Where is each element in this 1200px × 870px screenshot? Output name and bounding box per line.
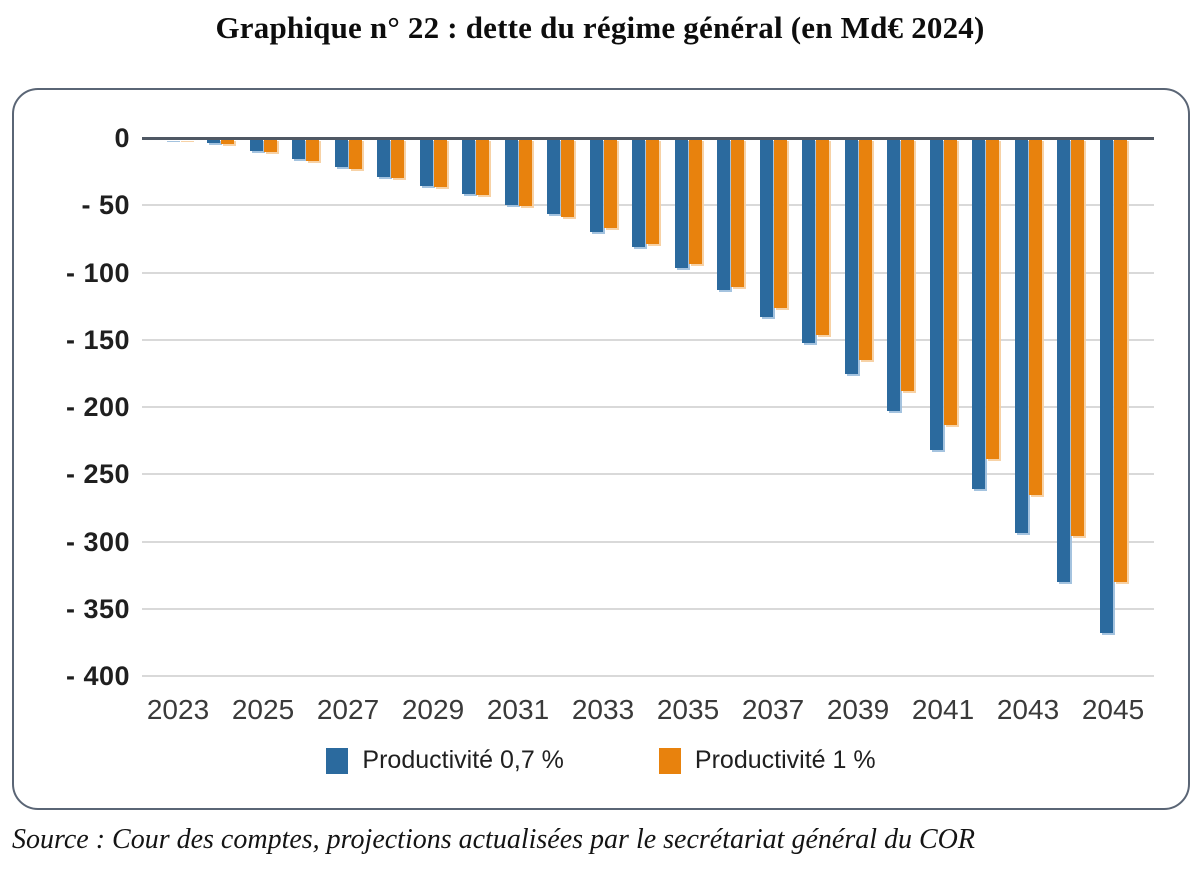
bar-productivite-1-2029 [433,139,447,188]
bar-productivite-1-2027 [348,139,362,169]
bar-productivite-1-2037 [773,139,787,309]
gridline [142,540,1154,543]
x-axis-tick-label: 2045 [1081,694,1145,725]
bar-productivite-0-7-2040 [887,139,900,411]
bar-productivite-0-7-2034 [632,139,645,247]
x-axis-tick-label: 2031 [486,694,550,725]
legend-label-productivite-1: Productivité 1 % [694,746,876,774]
page-title: Graphique n° 22 : dette du régime généra… [215,10,985,45]
x-axis-tick-label: 2041 [911,694,975,725]
bar-productivite-0-7-2023 [164,139,178,141]
x-axis-tick-label: 2043 [996,694,1060,725]
gridline [142,473,1154,476]
bar-productivite-1-2038 [816,139,829,336]
bar-productivite-1-2024 [221,139,234,145]
bar-productivite-1-2045 [1113,139,1127,582]
x-axis-tick-label: 2039 [826,694,890,725]
bar-productivite-0-7-2036 [717,139,730,290]
gridline [142,338,1154,341]
bar-productivite-0-7-2024 [207,139,220,144]
bar-productivite-0-7-2037 [759,139,773,317]
bar-productivite-0-7-2028 [377,139,390,177]
bar-productivite-1-2030 [476,139,489,196]
bar-productivite-1-2040 [901,139,914,391]
legend-swatch-productivite-0-7-icon [326,747,349,774]
bar-productivite-1-2034 [646,139,659,244]
bar-productivite-0-7-2043 [1014,139,1028,534]
chart-legend: Productivité 0,7 % Productivité 1 % [14,746,1188,775]
source-caption: Source : Cour des comptes, projections a… [12,824,975,855]
bar-productivite-0-7-2041 [929,139,943,450]
zero-axis-line [142,136,1154,140]
x-axis-tick-label: 2035 [656,694,720,725]
y-axis: 0 - 50 - 100 - 150 - 200 - 250 - 300 - 350 - 400 [14,90,130,808]
x-axis-tick-label: 2037 [741,694,805,725]
x-axis-tick-label: 2023 [146,694,210,725]
x-axis-tick-label: 2027 [316,694,380,725]
gridline [142,271,1154,274]
bar-productivite-1-2043 [1028,139,1042,496]
bar-productivite-0-7-2042 [972,139,985,489]
bar-productivite-1-2033 [603,139,617,228]
bar-productivite-0-7-2044 [1057,139,1070,582]
y-axis-tick-label: - 150 [65,324,130,355]
y-axis-tick-label: - 300 [65,526,130,557]
legend-item-productivite-1: Productivité 1 % [658,746,876,775]
gridline [142,607,1154,610]
bar-productivite-1-2044 [1071,139,1084,536]
x-axis-tick-label: 2025 [231,694,295,725]
y-axis-tick-label: - 250 [65,459,130,490]
bar-productivite-0-7-2030 [462,139,475,195]
y-axis-tick-label: - 50 [81,190,130,221]
bar-productivite-0-7-2027 [334,139,348,168]
bar-productivite-0-7-2025 [249,139,263,152]
bar-productivite-1-2039 [858,139,872,360]
bar-productivite-0-7-2038 [802,139,815,344]
bar-productivite-1-2036 [731,139,744,287]
bar-productivite-0-7-2031 [504,139,518,205]
bar-productivite-0-7-2026 [292,139,305,160]
x-axis-tick-label: 2029 [401,694,465,725]
bar-productivite-1-2028 [391,139,404,178]
y-axis-tick-label: - 100 [65,257,130,288]
bar-productivite-0-7-2032 [547,139,560,215]
bar-productivite-0-7-2029 [419,139,433,187]
bar-productivite-1-2042 [986,139,999,460]
bar-productivite-1-2031 [518,139,532,207]
chart-frame: 0 - 50 - 100 - 150 - 200 - 250 - 300 - 350 - 400… [12,88,1190,810]
bar-productivite-1-2025 [263,139,277,153]
y-axis-tick-label: - 350 [65,593,130,624]
gridline [142,675,1154,677]
y-axis-tick-label: - 400 [65,661,130,691]
y-axis-tick-label: - 200 [65,392,130,422]
bar-productivite-0-7-2033 [589,139,603,232]
y-axis-tick-label: 0 [114,123,130,153]
bar-productivite-0-7-2045 [1099,139,1113,633]
bar-productivite-1-2026 [306,139,319,161]
bar-productivite-1-2032 [561,139,574,217]
legend-swatch-productivite-1-icon [658,747,681,774]
plot-area: 2023 2025 2027 2029 2031 2033 2035 2037 2039 2041… [142,136,1154,725]
bar-productivite-0-7-2039 [844,139,858,375]
bar-productivite-0-7-2035 [674,139,688,269]
gridline [142,406,1154,408]
bar-productivite-1-2035 [688,139,702,265]
legend-label-productivite-0-7: Productivité 0,7 % [362,746,564,774]
x-axis-tick-label: 2033 [571,694,635,725]
bar-productivite-1-2041 [943,139,957,426]
bar-productivite-1-2023 [178,139,192,141]
legend-item-productivite-0-7: Productivité 0,7 % [326,746,564,775]
